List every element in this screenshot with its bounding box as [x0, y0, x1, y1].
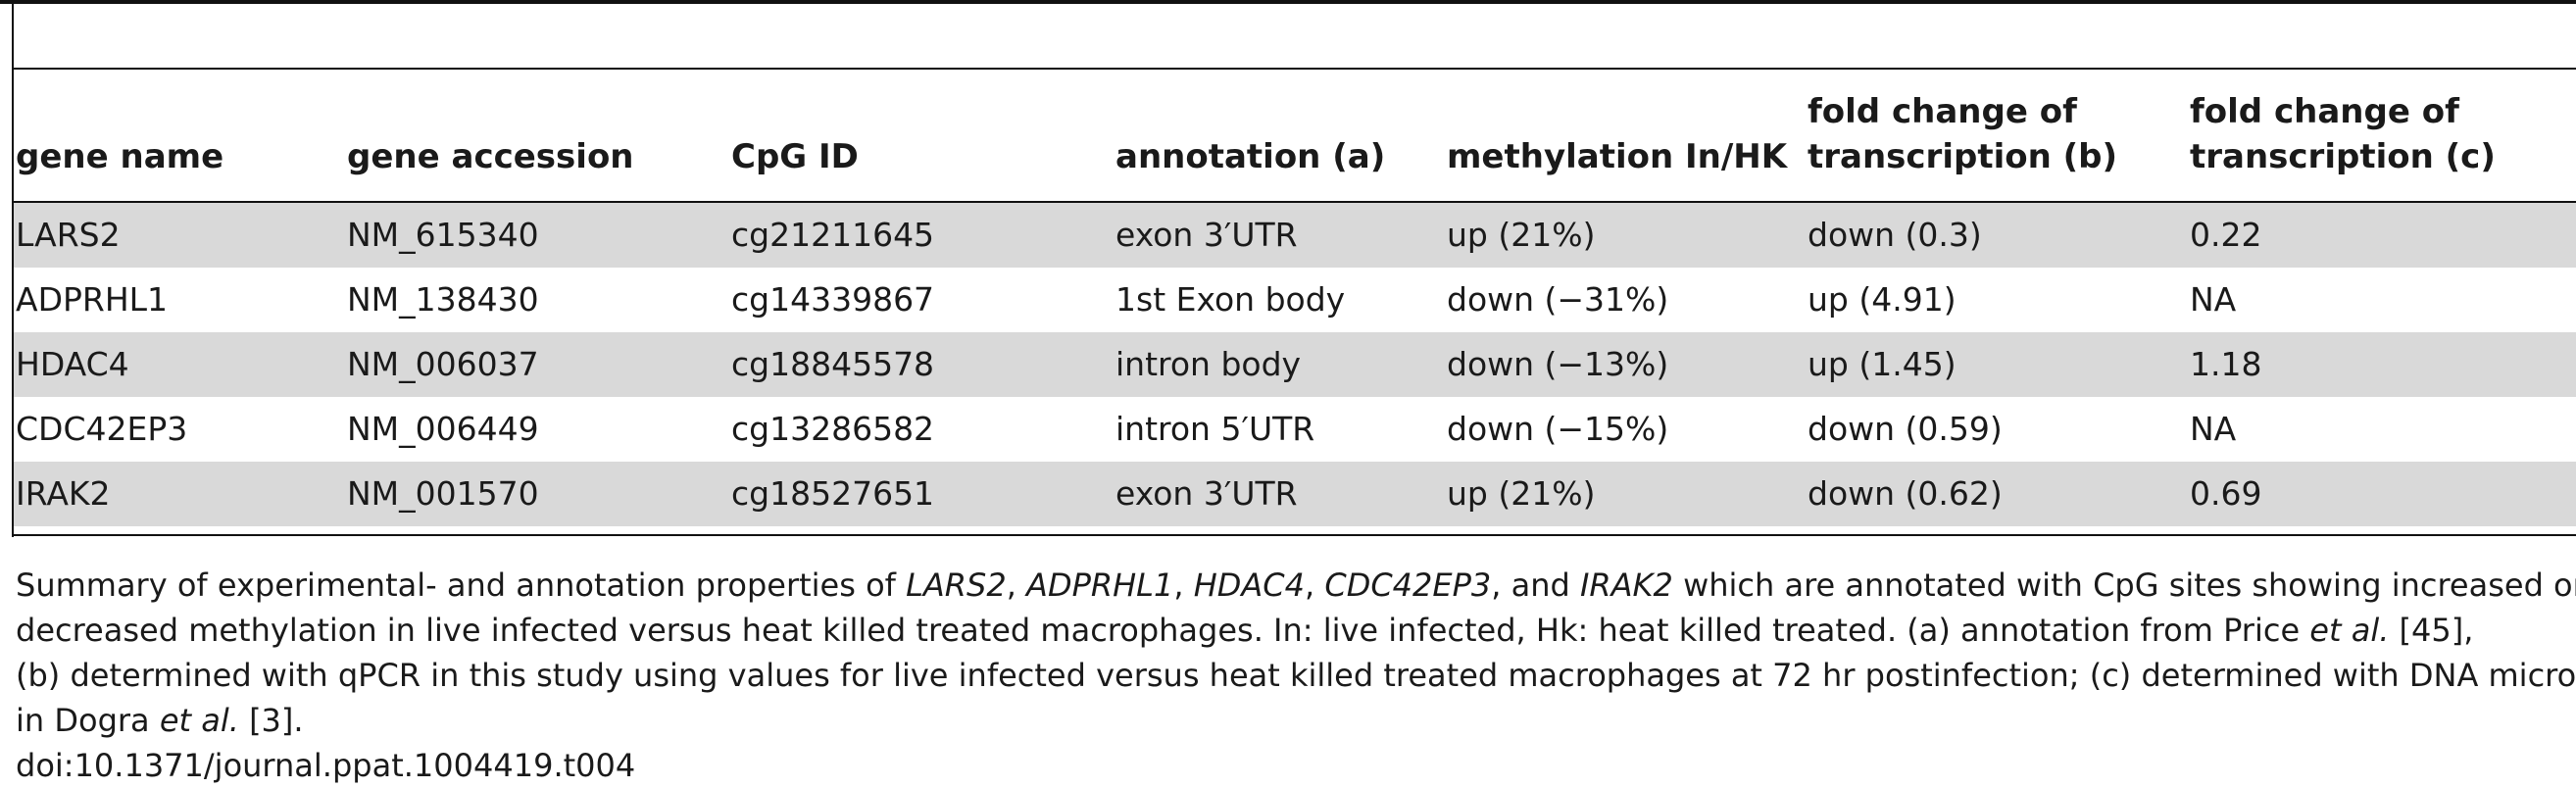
gene-italic: ADPRHL1	[1026, 566, 1174, 604]
cell-gene-accession: NM_001570	[347, 474, 539, 513]
cell-fold-change-c: 1.18	[2190, 345, 2262, 383]
table-row: IRAK2 NM_001570 cg18527651 exon 3′UTR up…	[14, 462, 2576, 526]
header-annotation: annotation (a)	[1115, 137, 1386, 176]
cell-cpg-id: cg21211645	[731, 216, 935, 254]
caption-text: ,	[1305, 566, 1325, 604]
left-border-rule	[12, 0, 14, 537]
gene-italic: CDC42EP3	[1324, 566, 1492, 604]
cell-methylation: down (−13%)	[1447, 345, 1669, 383]
cell-gene-accession: NM_615340	[347, 216, 539, 254]
cell-gene-name: CDC42EP3	[16, 410, 188, 448]
gene-italic: HDAC4	[1193, 566, 1305, 604]
cell-annotation: intron body	[1115, 345, 1302, 383]
cell-gene-name: ADPRHL1	[16, 280, 169, 319]
header-fold-change-b-line2: transcription (b)	[1808, 137, 2118, 176]
cell-gene-accession: NM_006037	[347, 345, 539, 383]
table-caption: Summary of experimental- and annotation …	[16, 563, 2576, 788]
cell-methylation: down (−15%)	[1447, 410, 1669, 448]
doi-line: doi:10.1371/journal.ppat.1004419.t004	[16, 747, 636, 784]
gene-italic: LARS2	[906, 566, 1007, 604]
table-bottom-rule	[12, 534, 2576, 536]
caption-line-4: in Dogra et al. [3].	[16, 698, 2564, 743]
cell-fold-change-c: NA	[2190, 280, 2237, 319]
cell-gene-name: LARS2	[16, 216, 121, 254]
caption-text: in Dogra	[16, 702, 160, 739]
cell-gene-accession: NM_006449	[347, 410, 539, 448]
cell-gene-accession: NM_138430	[347, 280, 539, 319]
cell-fold-change-b: down (0.59)	[1808, 410, 2003, 448]
cell-annotation: exon 3′UTR	[1115, 216, 1298, 254]
header-fold-change-b: fold change of transcription (b)	[1808, 89, 2117, 179]
cell-methylation: up (21%)	[1447, 216, 1596, 254]
caption-text: , and	[1491, 566, 1580, 604]
table-header-row: gene name gene accession CpG ID annotati…	[14, 70, 2576, 201]
header-gene-name: gene name	[16, 137, 224, 176]
cell-annotation: exon 3′UTR	[1115, 474, 1298, 513]
caption-text: Summary of experimental- and annotation …	[16, 566, 907, 604]
cell-fold-change-b: down (0.3)	[1808, 216, 1982, 254]
top-border-rule	[0, 0, 2576, 4]
cell-fold-change-c: 0.22	[2190, 216, 2262, 254]
et-al-italic: et al.	[2309, 612, 2390, 649]
cell-annotation: 1st Exon body	[1115, 280, 1346, 319]
cell-cpg-id: cg14339867	[731, 280, 935, 319]
caption-line-2: decreased methylation in live infected v…	[16, 608, 2564, 653]
table-row: LARS2 NM_615340 cg21211645 exon 3′UTR up…	[14, 203, 2576, 268]
caption-line-1: Summary of experimental- and annotation …	[16, 563, 2576, 608]
caption-reference: [3].	[238, 702, 304, 739]
header-gene-accession: gene accession	[347, 137, 634, 176]
cell-gene-name: HDAC4	[16, 345, 129, 383]
header-fold-change-c-line1: fold change of	[2190, 92, 2459, 131]
caption-reference: [45],	[2389, 612, 2474, 649]
caption-text: ,	[1173, 566, 1194, 604]
cell-fold-change-b: down (0.62)	[1808, 474, 2003, 513]
header-top-rule	[12, 68, 2576, 70]
header-fold-change-c: fold change of transcription (c)	[2190, 89, 2496, 179]
table-row: CDC42EP3 NM_006449 cg13286582 intron 5′U…	[14, 397, 2576, 462]
header-bottom-rule	[12, 201, 2576, 203]
table-row: HDAC4 NM_006037 cg18845578 intron body d…	[14, 332, 2576, 397]
cell-methylation: up (21%)	[1447, 474, 1596, 513]
caption-line-3: (b) determined with qPCR in this study u…	[16, 657, 2576, 694]
caption-text: decreased methylation in live infected v…	[16, 612, 2310, 649]
header-cpg-id: CpG ID	[731, 137, 859, 176]
caption-text: which are annotated with CpG sites showi…	[1672, 566, 2576, 604]
cell-fold-change-b: up (4.91)	[1808, 280, 1957, 319]
cell-cpg-id: cg13286582	[731, 410, 935, 448]
cell-fold-change-c: 0.69	[2190, 474, 2262, 513]
cell-cpg-id: cg18845578	[731, 345, 935, 383]
header-methylation: methylation In/HK	[1447, 137, 1788, 176]
cell-cpg-id: cg18527651	[731, 474, 935, 513]
header-fold-change-b-line1: fold change of	[1808, 92, 2077, 131]
cell-methylation: down (−31%)	[1447, 280, 1669, 319]
et-al-italic: et al.	[159, 702, 239, 739]
cell-annotation: intron 5′UTR	[1115, 410, 1315, 448]
cell-gene-name: IRAK2	[16, 474, 111, 513]
cell-fold-change-b: up (1.45)	[1808, 345, 1957, 383]
gene-italic: IRAK2	[1579, 566, 1673, 604]
header-fold-change-c-line2: transcription (c)	[2190, 137, 2496, 176]
caption-text: ,	[1006, 566, 1027, 604]
cell-fold-change-c: NA	[2190, 410, 2237, 448]
table-row: ADPRHL1 NM_138430 cg14339867 1st Exon bo…	[14, 268, 2576, 332]
